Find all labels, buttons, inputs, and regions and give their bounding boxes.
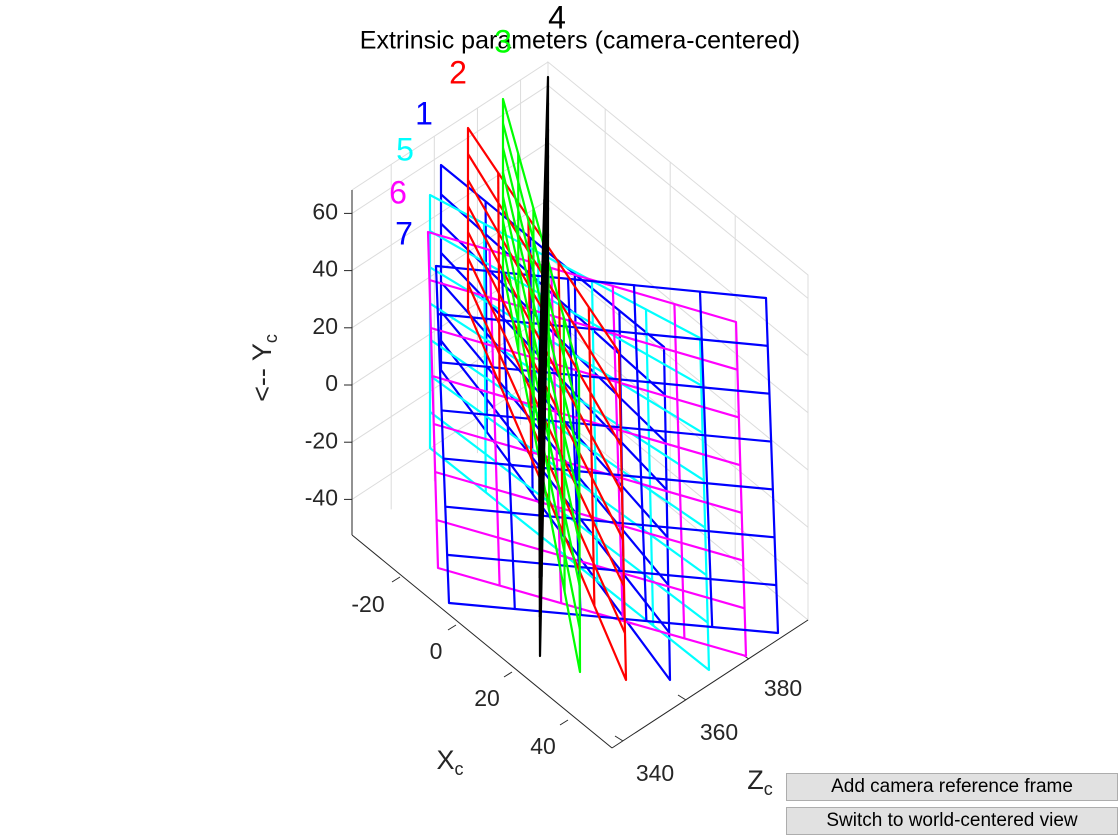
plane-5-grid-col: [482, 223, 487, 493]
plane-7-grid-row: [443, 457, 773, 491]
grid-line-y-back: [547, 85, 809, 299]
x-tick-label: 40: [530, 733, 556, 759]
y-tick-label: -40: [305, 484, 338, 510]
plane-7-grid-col: [500, 272, 516, 610]
plane-2-grid-col: [557, 262, 564, 533]
plane-label-7: 7: [395, 215, 413, 251]
x-tick-mark: [391, 576, 401, 583]
plane-1: [439, 163, 672, 682]
z-tick-label: 340: [636, 760, 674, 786]
plane-7-grid-row: [445, 505, 775, 539]
plane-2-grid-col: [587, 307, 596, 607]
plane-5-grid-row: [429, 230, 702, 387]
plane-1-grid-row: [440, 310, 670, 586]
calibration-planes: [426, 75, 780, 682]
plane-6-grid-col: [611, 285, 624, 621]
z-tick-label: 380: [764, 675, 802, 701]
plane-1-grid-col: [573, 274, 580, 557]
side-wall-top-edge: [351, 61, 549, 191]
x-tick-mark: [447, 624, 457, 631]
grid-line-y-back: [547, 199, 809, 414]
plane-label-4: 4: [548, 0, 566, 35]
plane-2-grid-col: [497, 172, 501, 385]
plane-7-grid-col: [632, 285, 648, 622]
x-tick-label: -20: [351, 591, 384, 617]
y-tick-label: 20: [312, 313, 338, 339]
x-tick-mark: [503, 671, 513, 678]
z-tick-label: 360: [700, 719, 738, 745]
x-axis-label: Xc: [436, 745, 463, 779]
plane-3-border: [501, 97, 582, 674]
z-axis-label-subscript: c: [764, 779, 773, 799]
plane-1-grid-row: [440, 281, 669, 539]
plane-2-border: [466, 126, 628, 682]
z-axis-label: Zc: [747, 765, 773, 799]
plane-7-border: [434, 264, 780, 635]
z-axis-line: [611, 619, 809, 749]
plane-6-grid-row: [434, 470, 744, 562]
plane-6-grid-row: [436, 518, 745, 610]
axes-box: [344, 190, 809, 749]
plane-5-border: [428, 193, 711, 672]
z-tick-mark: [614, 735, 624, 742]
plane-4: [537, 75, 550, 658]
plane-label-3: 3: [494, 23, 512, 59]
plane-7-grid-row: [437, 313, 768, 347]
grid-line-y-back: [547, 142, 809, 356]
plane-7-grid-col: [566, 278, 582, 616]
switch-to-world-centered-view-button[interactable]: Switch to world-centered view: [786, 807, 1118, 835]
plane-6-grid-row: [429, 278, 738, 371]
x-axis-label-main: X: [436, 745, 454, 775]
plane-6-grid-col: [673, 303, 686, 639]
plane-label-5: 5: [396, 131, 414, 167]
plane-4-grid-col: [541, 260, 545, 498]
plane-5-grid-row: [429, 338, 706, 529]
plane-7-grid-row: [439, 361, 770, 395]
plane-7: [434, 264, 780, 635]
plane-7-grid-row: [447, 553, 777, 587]
chart-title: Extrinsic parameters (camera-centered): [360, 27, 800, 55]
plane-3-grid-col: [547, 262, 551, 512]
plane-label-1: 1: [415, 95, 433, 131]
y-axis-label: <-- Yc: [247, 334, 281, 402]
plane-1-border: [439, 163, 672, 682]
x-axis-label-subscript: c: [455, 759, 464, 779]
x-axis-line: [351, 534, 613, 749]
plane-6-grid-row: [431, 374, 741, 467]
plane-5-grid-row: [429, 374, 708, 577]
plane-label-6: 6: [389, 174, 407, 210]
plane-3-grid-col: [562, 317, 566, 592]
plane-7-grid-col: [698, 291, 714, 628]
plane-3-grid-row: [501, 123, 581, 416]
plane-7-grid-row: [441, 409, 772, 443]
plane-label-2: 2: [449, 54, 467, 90]
y-tick-label: 60: [312, 198, 338, 224]
y-tick-label: 40: [312, 256, 338, 282]
z-axis-label-main: Z: [747, 765, 764, 795]
y-tick-label: -20: [305, 427, 338, 453]
x-tick-label: 0: [430, 638, 443, 664]
y-tick-label: 0: [325, 370, 338, 396]
add-camera-reference-frame-button[interactable]: Add camera reference frame: [786, 773, 1118, 801]
grid-line-y-side: [351, 370, 549, 500]
plane-5-grid-col: [590, 280, 599, 582]
plane-4-grid-col: [539, 321, 543, 577]
y-axis-label-main: <-- Y: [247, 343, 277, 402]
x-tick-mark: [559, 719, 569, 726]
z-tick-mark: [677, 694, 687, 701]
y-axis-label-subscript: c: [261, 334, 281, 343]
grid-line-y-side: [351, 84, 549, 214]
x-tick-label: 20: [474, 685, 500, 711]
